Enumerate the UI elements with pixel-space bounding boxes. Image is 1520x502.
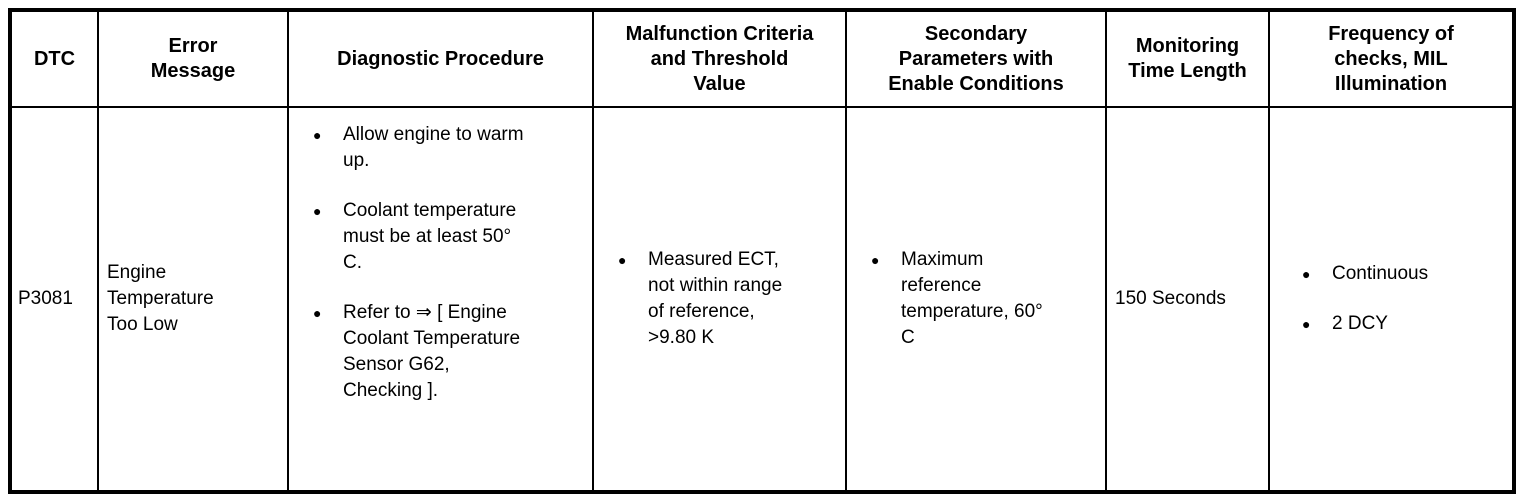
list-item: ● Coolant temperature must be at least 5…	[309, 198, 584, 276]
diagnostic-procedure-list: ● Allow engine to warm up. ● Coolant tem…	[297, 122, 584, 404]
column-header-diagnostic-procedure: Diagnostic Procedure	[287, 9, 594, 108]
dtc-table: DTC Error Message Diagnostic Procedure M…	[8, 8, 1516, 494]
bullet-icon: ●	[618, 252, 627, 268]
cell-dtc: P3081	[9, 106, 99, 493]
frequency-list: ● Continuous ● 2 DCY	[1278, 261, 1504, 337]
procedure-step-text: Allow engine to warm up.	[343, 124, 524, 171]
list-item: ● Continuous	[1298, 261, 1504, 287]
secondary-parameters-list: ● Maximum reference temperature, 60° C	[855, 247, 1097, 351]
column-header-monitoring-time: Monitoring Time Length	[1105, 9, 1270, 108]
cell-error-message: Engine Temperature Too Low	[97, 106, 289, 493]
column-header-dtc: DTC	[9, 9, 99, 108]
list-item: ● Measured ECT, not within range of refe…	[614, 247, 837, 351]
monitoring-time-text: 150 Seconds	[1115, 288, 1226, 309]
procedure-step-text: Coolant temperature must be at least 50°…	[343, 200, 517, 273]
dtc-code: P3081	[18, 288, 73, 309]
column-header-frequency-of-checks: Frequency of checks, MIL Illumination	[1268, 9, 1515, 108]
bullet-icon: ●	[1302, 316, 1311, 332]
cell-malfunction-criteria: ● Measured ECT, not within range of refe…	[592, 106, 847, 493]
bullet-icon: ●	[313, 127, 322, 143]
cell-secondary-parameters: ● Maximum reference temperature, 60° C	[845, 106, 1107, 493]
header-label: Secondary Parameters with Enable Conditi…	[888, 22, 1064, 95]
bullet-icon: ●	[313, 203, 322, 219]
header-label: Error Message	[150, 35, 236, 82]
bullet-icon: ●	[313, 305, 322, 321]
criteria-text: Measured ECT, not within range of refere…	[648, 249, 783, 348]
cell-frequency-of-checks: ● Continuous ● 2 DCY	[1268, 106, 1515, 493]
malfunction-criteria-list: ● Measured ECT, not within range of refe…	[602, 247, 837, 351]
header-label: Monitoring Time Length	[1128, 35, 1247, 82]
list-item: ● Allow engine to warm up.	[309, 122, 584, 174]
column-header-secondary-parameters: Secondary Parameters with Enable Conditi…	[845, 9, 1107, 108]
list-item: ● 2 DCY	[1298, 311, 1504, 337]
header-label: Diagnostic Procedure	[337, 47, 544, 70]
cell-monitoring-time: 150 Seconds	[1105, 106, 1270, 493]
frequency-text: 2 DCY	[1332, 313, 1388, 334]
header-label: Frequency of checks, MIL Illumination	[1328, 22, 1454, 95]
error-message-text: Engine Temperature Too Low	[107, 262, 214, 335]
header-row: DTC Error Message Diagnostic Procedure M…	[9, 9, 1515, 108]
frequency-text: Continuous	[1332, 263, 1429, 284]
procedure-step-text: Refer to ⇒ [ Engine Coolant Temperature …	[343, 302, 521, 401]
parameter-text: Maximum reference temperature, 60° C	[901, 249, 1043, 348]
list-item: ● Maximum reference temperature, 60° C	[867, 247, 1097, 351]
bullet-icon: ●	[1302, 266, 1311, 282]
table-row: P3081 Engine Temperature Too Low ● Allow…	[9, 106, 1515, 493]
header-label: DTC	[33, 47, 76, 70]
cell-diagnostic-procedure: ● Allow engine to warm up. ● Coolant tem…	[287, 106, 594, 493]
list-item: ● Refer to ⇒ [ Engine Coolant Temperatur…	[309, 300, 584, 404]
column-header-error-message: Error Message	[97, 9, 289, 108]
column-header-malfunction-criteria: Malfunction Criteria and Threshold Value	[592, 9, 847, 108]
header-label: Malfunction Criteria and Threshold Value	[625, 22, 814, 95]
bullet-icon: ●	[871, 252, 880, 268]
